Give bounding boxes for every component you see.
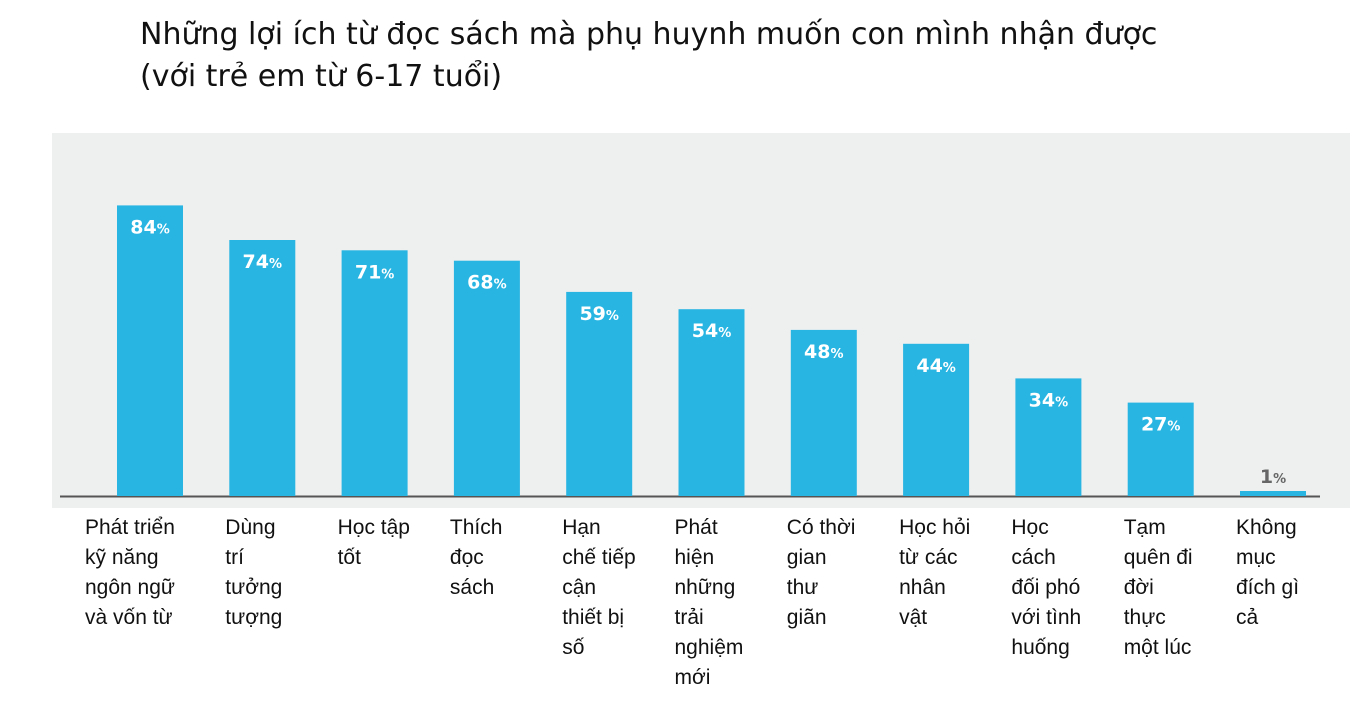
data-label: 84% (130, 216, 169, 238)
bar (678, 309, 745, 496)
data-label: 54% (692, 320, 731, 342)
data-label: 48% (804, 341, 843, 363)
data-label-suffix: % (269, 257, 282, 272)
data-label-suffix: % (943, 361, 956, 376)
data-label-suffix: % (381, 267, 394, 282)
category-label: Phát triển kỹ năng ngôn ngữ và vốn từ (85, 516, 175, 629)
data-label-value: 44 (916, 355, 942, 377)
bar (341, 250, 408, 496)
data-label-suffix: % (1273, 472, 1286, 487)
bar (1127, 402, 1194, 496)
category-label: Không mục đích gì cả (1236, 516, 1300, 629)
category-label: Thích đọc sách (449, 516, 503, 599)
category-label: Học tập tốt (337, 516, 410, 569)
data-label: 1% (1260, 466, 1286, 488)
data-label: 27% (1141, 414, 1180, 436)
data-label-suffix: % (1055, 395, 1068, 410)
data-label-suffix: % (1167, 420, 1180, 435)
data-label-suffix: % (494, 278, 507, 293)
data-label-value: 71 (355, 261, 381, 283)
bar (229, 240, 296, 496)
category-label: Phát hiện những trải nghiệm mới (674, 516, 744, 689)
data-label-suffix: % (718, 326, 731, 341)
data-label-suffix: % (157, 222, 170, 237)
chart-title: Những lợi ích từ đọc sách mà phụ huynh m… (140, 14, 1157, 98)
data-label-value: 74 (243, 251, 269, 273)
bar (1015, 378, 1082, 496)
data-label: 59% (579, 303, 618, 325)
category-label: Hạn chế tiếp cận thiết bị số (562, 516, 636, 659)
data-label: 74% (243, 251, 282, 273)
data-label: 68% (467, 272, 506, 294)
category-label: Dùng trí tưởng tượng (225, 516, 283, 629)
bar (117, 205, 183, 496)
chart-title-line-2: (với trẻ em từ 6-17 tuổi) (140, 59, 503, 94)
data-label-value: 84 (130, 216, 156, 238)
data-label: 34% (1029, 389, 1068, 411)
data-label-value: 59 (579, 303, 605, 325)
category-label: Học cách đối phó với tình huống (1011, 516, 1082, 659)
data-label-suffix: % (606, 309, 619, 324)
category-label: Học hỏi từ các nhân vật (899, 516, 971, 629)
category-label: Có thời gian thư giãn (786, 516, 856, 629)
data-label-suffix: % (831, 347, 844, 362)
bar (566, 291, 633, 496)
bar (453, 260, 520, 496)
data-label-value: 27 (1141, 414, 1167, 436)
data-label-value: 68 (467, 272, 493, 294)
data-label-value: 1 (1260, 466, 1273, 488)
data-label-value: 48 (804, 341, 830, 363)
chart-title-line-1: Những lợi ích từ đọc sách mà phụ huynh m… (140, 17, 1158, 52)
data-label: 44% (916, 355, 955, 377)
category-label: Tạm quên đi đời thực một lúc (1123, 516, 1193, 659)
data-label-value: 54 (692, 320, 718, 342)
data-label: 71% (355, 261, 394, 283)
bar (903, 343, 970, 496)
bar-chart: 84%74% 71% 68%59%54%48%44%34%27%1% (60, 205, 1320, 498)
chart-panel: 84% 74% 71% 68% 59% 54% 48% 44% 34% 27% 1% (52, 133, 1350, 508)
data-label-value: 34 (1029, 389, 1055, 411)
bar (790, 329, 857, 496)
bar (1240, 491, 1306, 496)
